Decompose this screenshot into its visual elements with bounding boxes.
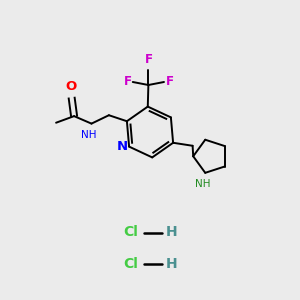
Text: NH: NH [81, 130, 97, 140]
Text: F: F [123, 75, 131, 88]
Text: O: O [65, 80, 77, 93]
Text: Cl: Cl [123, 226, 138, 239]
Text: H: H [166, 257, 177, 271]
Text: N: N [117, 140, 128, 153]
Text: H: H [166, 226, 177, 239]
Text: F: F [145, 53, 153, 66]
Text: Cl: Cl [123, 257, 138, 271]
Text: F: F [165, 75, 173, 88]
Text: NH: NH [195, 179, 211, 189]
